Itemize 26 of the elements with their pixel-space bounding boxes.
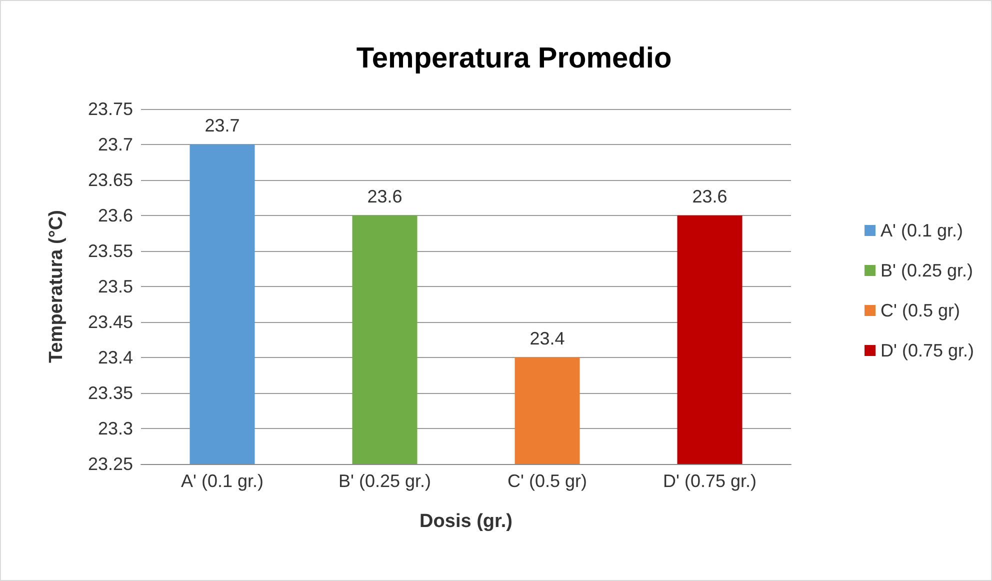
x-tick-label: A' (0.1 gr.) — [181, 471, 264, 491]
data-label: 23.6 — [692, 186, 728, 206]
x-tick-label: C' (0.5 gr) — [508, 471, 587, 491]
data-label: 23.4 — [530, 328, 565, 348]
y-tick-label: 23.35 — [88, 383, 133, 403]
data-label: 23.7 — [204, 116, 240, 136]
y-tick-label: 23.3 — [98, 418, 133, 438]
y-tick-label: 23.6 — [98, 206, 133, 226]
legend-label: D' (0.75 gr.) — [880, 340, 974, 360]
legend-label: B' (0.25 gr.) — [880, 260, 974, 280]
y-tick-label: 23.55 — [88, 241, 133, 261]
y-tick-label: 23.25 — [88, 454, 133, 474]
y-tick-label: 23.4 — [98, 348, 133, 368]
x-axis-title: Dosis (gr.) — [420, 511, 512, 532]
y-tick-label: 23.5 — [98, 276, 133, 296]
data-label: 23.6 — [367, 186, 402, 206]
x-tick-label: D' (0.75 gr.) — [663, 471, 756, 491]
chart-title: Temperatura Promedio — [356, 42, 672, 74]
y-tick-label: 23.65 — [88, 170, 133, 190]
y-tick-label: 23.75 — [88, 99, 133, 119]
legend-label: A' (0.1 gr.) — [880, 220, 963, 240]
x-tick-label: B' (0.25 gr.) — [338, 471, 431, 491]
y-axis-title: Temperatura (°C) — [46, 210, 67, 363]
y-tick-label: 23.7 — [98, 134, 133, 154]
legend-label: C' (0.5 gr) — [880, 300, 960, 320]
y-tick-label: 23.45 — [88, 312, 133, 332]
